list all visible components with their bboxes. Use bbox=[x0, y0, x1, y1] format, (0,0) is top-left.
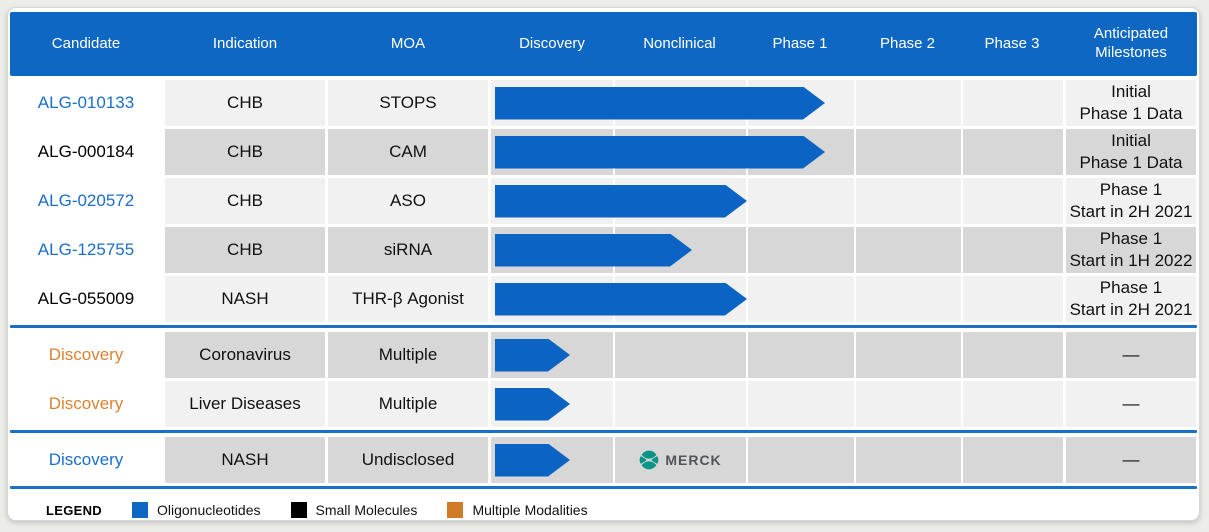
column-header-discovery: Discovery bbox=[519, 34, 585, 52]
progress-track bbox=[491, 178, 1063, 224]
progress-arrow bbox=[495, 185, 747, 218]
column-header-phase3: Phase 3 bbox=[984, 34, 1040, 52]
candidate-label: Discovery bbox=[10, 437, 162, 483]
column-header-moa: MOA bbox=[390, 34, 426, 52]
candidate-link[interactable]: ALG-010133 bbox=[10, 80, 162, 126]
table-header-row: Candidate Indication MOA Discovery Noncl… bbox=[10, 12, 1197, 76]
column-header-nonclinical: Nonclinical bbox=[643, 34, 716, 52]
moa-cell: Multiple bbox=[328, 381, 488, 427]
table-row: Discovery Coronavirus Multiple — bbox=[10, 332, 1197, 378]
legend-item-multiple-modalities: Multiple Modalities bbox=[447, 502, 588, 518]
milestone-cell: Phase 1 Start in 1H 2022 bbox=[1066, 227, 1196, 273]
moa-cell: THR-β Agonist bbox=[328, 276, 488, 322]
moa-cell: ASO bbox=[328, 178, 488, 224]
milestone-cell: — bbox=[1066, 437, 1196, 483]
legend-item-small-molecules: Small Molecules bbox=[290, 502, 417, 518]
progress-arrow bbox=[495, 339, 570, 372]
column-header-phase2: Phase 2 bbox=[879, 34, 936, 52]
section-divider bbox=[10, 430, 1197, 433]
multiple-modalities-swatch-icon bbox=[447, 502, 464, 518]
table-row: Discovery Liver Diseases Multiple — bbox=[10, 381, 1197, 427]
progress-track bbox=[491, 80, 1063, 126]
progress-track bbox=[491, 129, 1063, 175]
column-header-indication: Indication bbox=[212, 34, 278, 52]
candidate-label: Discovery bbox=[10, 381, 162, 427]
candidate-label: Discovery bbox=[10, 332, 162, 378]
moa-cell: CAM bbox=[328, 129, 488, 175]
milestone-cell: Initial Phase 1 Data bbox=[1066, 129, 1196, 175]
phase-headers: Discovery Nonclinical Phase 1 Phase 2 Ph… bbox=[491, 12, 1063, 76]
table-row: ALG-125755 CHB siRNA Phase 1 Start in 1H … bbox=[10, 227, 1197, 273]
small-molecules-swatch-icon bbox=[290, 502, 307, 518]
progress-arrow bbox=[495, 234, 692, 267]
candidate-label: ALG-055009 bbox=[10, 276, 162, 322]
progress-track bbox=[491, 332, 1063, 378]
column-header-candidate: Candidate bbox=[51, 34, 121, 52]
legend-title: LEGEND bbox=[46, 502, 102, 518]
progress-track: MERCK bbox=[491, 437, 1063, 483]
progress-arrow bbox=[495, 283, 747, 316]
indication-cell: CHB bbox=[165, 80, 325, 126]
partner-logo-merck: MERCK bbox=[615, 437, 746, 483]
progress-arrow bbox=[495, 87, 825, 120]
indication-cell: NASH bbox=[165, 276, 325, 322]
indication-cell: CHB bbox=[165, 178, 325, 224]
table-row: ALG-010133 CHB STOPS Initial Phase 1 Data bbox=[10, 80, 1197, 126]
legend-item-oligonucleotides: Oligonucleotides bbox=[131, 502, 261, 518]
progress-arrow bbox=[495, 388, 570, 421]
table-row: ALG-000184 CHB CAM Initial Phase 1 Data bbox=[10, 129, 1197, 175]
milestone-cell: Phase 1 Start in 2H 2021 bbox=[1066, 276, 1196, 322]
candidate-link[interactable]: ALG-020572 bbox=[10, 178, 162, 224]
section-divider bbox=[10, 486, 1197, 489]
table-row: Discovery NASH Undisclosed MERCK bbox=[10, 437, 1197, 483]
progress-track bbox=[491, 381, 1063, 427]
indication-cell: Liver Diseases bbox=[165, 381, 325, 427]
candidate-link[interactable]: ALG-125755 bbox=[10, 227, 162, 273]
table-row: ALG-020572 CHB ASO Phase 1 Start in 2H 20… bbox=[10, 178, 1197, 224]
milestone-cell: — bbox=[1066, 332, 1196, 378]
progress-track bbox=[491, 227, 1063, 273]
oligonucleotides-swatch-icon bbox=[131, 502, 148, 518]
moa-cell: Multiple bbox=[328, 332, 488, 378]
column-header-phase1: Phase 1 bbox=[772, 34, 828, 52]
moa-cell: STOPS bbox=[328, 80, 488, 126]
merck-shutter-icon bbox=[639, 450, 659, 470]
indication-cell: NASH bbox=[165, 437, 325, 483]
progress-track bbox=[491, 276, 1063, 322]
progress-arrow bbox=[495, 136, 825, 169]
milestone-cell: — bbox=[1066, 381, 1196, 427]
table-row: ALG-055009 NASH THR-β Agonist Phase 1 Sta… bbox=[10, 276, 1197, 322]
partner-name: MERCK bbox=[665, 452, 722, 468]
indication-cell: Coronavirus bbox=[165, 332, 325, 378]
legend-bar: LEGEND Oligonucleotides Small Molecules … bbox=[10, 493, 1197, 520]
pipeline-table-card: Candidate Indication MOA Discovery Noncl… bbox=[7, 7, 1200, 521]
milestone-cell: Initial Phase 1 Data bbox=[1066, 80, 1196, 126]
indication-cell: CHB bbox=[165, 227, 325, 273]
moa-cell: siRNA bbox=[328, 227, 488, 273]
section-divider bbox=[10, 325, 1197, 328]
candidate-label: ALG-000184 bbox=[10, 129, 162, 175]
moa-cell: Undisclosed bbox=[328, 437, 488, 483]
milestone-cell: Phase 1 Start in 2H 2021 bbox=[1066, 178, 1196, 224]
indication-cell: CHB bbox=[165, 129, 325, 175]
progress-arrow bbox=[495, 444, 570, 477]
column-header-milestones: Anticipated Milestones bbox=[1093, 25, 1169, 61]
